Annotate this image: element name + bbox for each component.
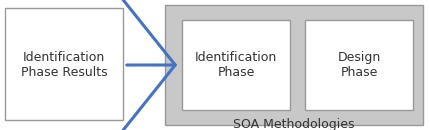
Bar bbox=[305, 20, 413, 110]
Text: SOA Methodologies: SOA Methodologies bbox=[233, 118, 355, 130]
Bar bbox=[182, 20, 290, 110]
Text: Identification
Phase Results: Identification Phase Results bbox=[21, 51, 108, 79]
Bar bbox=[5, 8, 123, 120]
Text: Design
Phase: Design Phase bbox=[338, 51, 381, 79]
Bar bbox=[165, 5, 423, 125]
Text: Identification
Phase: Identification Phase bbox=[195, 51, 277, 79]
